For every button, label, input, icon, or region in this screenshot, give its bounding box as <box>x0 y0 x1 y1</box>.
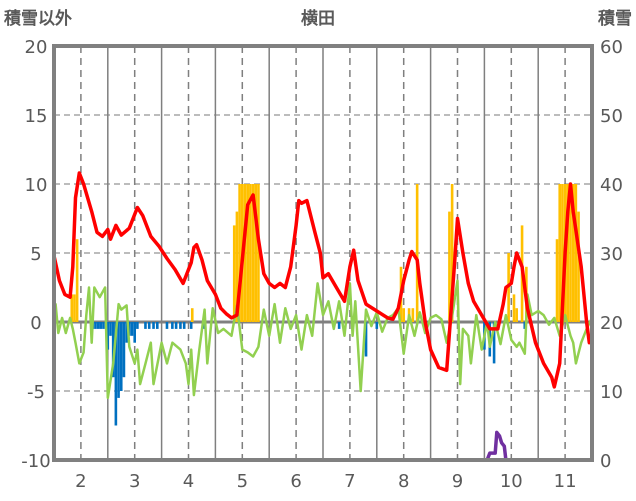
positive-bar <box>251 184 255 322</box>
y-tick-left: 20 <box>25 37 48 58</box>
positive-bar <box>512 294 516 322</box>
green-series-line <box>52 279 594 400</box>
positive-bar <box>577 211 580 322</box>
positive-bar <box>75 239 79 322</box>
x-tick: 4 <box>183 471 194 492</box>
positive-bar <box>448 211 451 322</box>
y-tick-left: 10 <box>25 175 48 196</box>
negative-bar <box>96 322 100 329</box>
negative-bar <box>102 322 105 329</box>
negative-bar <box>109 322 112 336</box>
positive-bar <box>238 184 241 322</box>
negative-bar <box>165 322 169 329</box>
negative-bar <box>182 322 186 329</box>
negative-bar <box>133 322 136 343</box>
positive-bar <box>243 184 247 322</box>
negative-bar <box>144 322 147 329</box>
plot-frame <box>52 44 594 462</box>
positive-bar <box>566 184 570 322</box>
negative-bar <box>111 322 115 378</box>
x-tick: 8 <box>398 471 409 492</box>
positive-bar <box>246 184 249 322</box>
y-tick-right: 30 <box>600 244 623 265</box>
negative-bar <box>147 322 151 329</box>
positive-bar <box>571 184 575 322</box>
negative-bar <box>492 322 496 364</box>
negative-bar <box>106 322 110 350</box>
x-tick: 5 <box>237 471 248 492</box>
negative-bar <box>155 322 159 329</box>
positive-bar <box>561 184 564 322</box>
gridlines <box>54 46 592 460</box>
negative-bar <box>130 322 134 336</box>
x-tick: 10 <box>500 471 523 492</box>
negative-bar <box>523 322 527 329</box>
plot-border <box>52 44 594 462</box>
positive-bar <box>232 225 236 322</box>
x-tick: 7 <box>344 471 355 492</box>
x-tick: 9 <box>452 471 463 492</box>
negative-bar <box>174 322 178 329</box>
y-tick-right: 0 <box>600 451 611 472</box>
positive-bar <box>235 211 239 322</box>
positive-bar <box>257 184 260 322</box>
positive-bar <box>555 239 559 322</box>
red-series-line <box>52 171 593 389</box>
y-tick-right: 50 <box>600 106 623 127</box>
y-tick-left: 15 <box>25 106 48 127</box>
y-tick-left: 0 <box>30 313 41 334</box>
positive-bar <box>249 184 252 322</box>
negative-bar <box>375 322 379 329</box>
negative-bar <box>125 322 128 343</box>
positive-bar <box>450 184 454 322</box>
positive-bar <box>70 294 74 322</box>
x-tick: 6 <box>290 471 301 492</box>
positive-bar <box>402 308 405 322</box>
y-tick-right: 60 <box>600 37 623 58</box>
positive-bar <box>515 308 518 322</box>
negative-bar <box>189 322 193 329</box>
positive-bar <box>411 308 415 322</box>
positive-bar <box>574 184 578 322</box>
negative-bar <box>364 322 368 357</box>
positive-bar <box>569 184 572 322</box>
y-tick-right: 20 <box>600 313 623 334</box>
negative-bar <box>122 322 126 378</box>
negative-bar <box>136 322 139 329</box>
negative-bar <box>114 322 118 426</box>
purple-series-line <box>54 430 592 462</box>
y-tick-left: -10 <box>21 451 50 472</box>
negative-bar <box>119 322 123 391</box>
x-tick: 3 <box>129 471 140 492</box>
y-tick-left: 5 <box>30 244 41 265</box>
right-axis-label: 積雪 <box>598 8 632 29</box>
series-lines <box>52 171 594 462</box>
y-tick-left: -5 <box>27 382 45 403</box>
y-tick-right: 40 <box>600 175 623 196</box>
negative-bar <box>152 322 155 329</box>
positive-bar <box>73 294 76 322</box>
positive-bar <box>415 184 419 322</box>
x-tick: 2 <box>75 471 86 492</box>
left-axis-label: 積雪以外 <box>4 8 72 29</box>
negative-bar <box>117 322 120 398</box>
chart-title: 横田 <box>301 8 335 29</box>
y-tick-right: 10 <box>600 382 623 403</box>
positive-bar <box>254 184 258 322</box>
positive-bar <box>558 184 562 322</box>
negative-bar <box>94 322 97 329</box>
x-tick: 11 <box>554 471 577 492</box>
negative-bar <box>179 322 182 329</box>
negative-bar <box>337 322 341 329</box>
negative-bar <box>99 322 103 329</box>
positive-bar <box>190 308 194 322</box>
negative-bar <box>171 322 174 329</box>
